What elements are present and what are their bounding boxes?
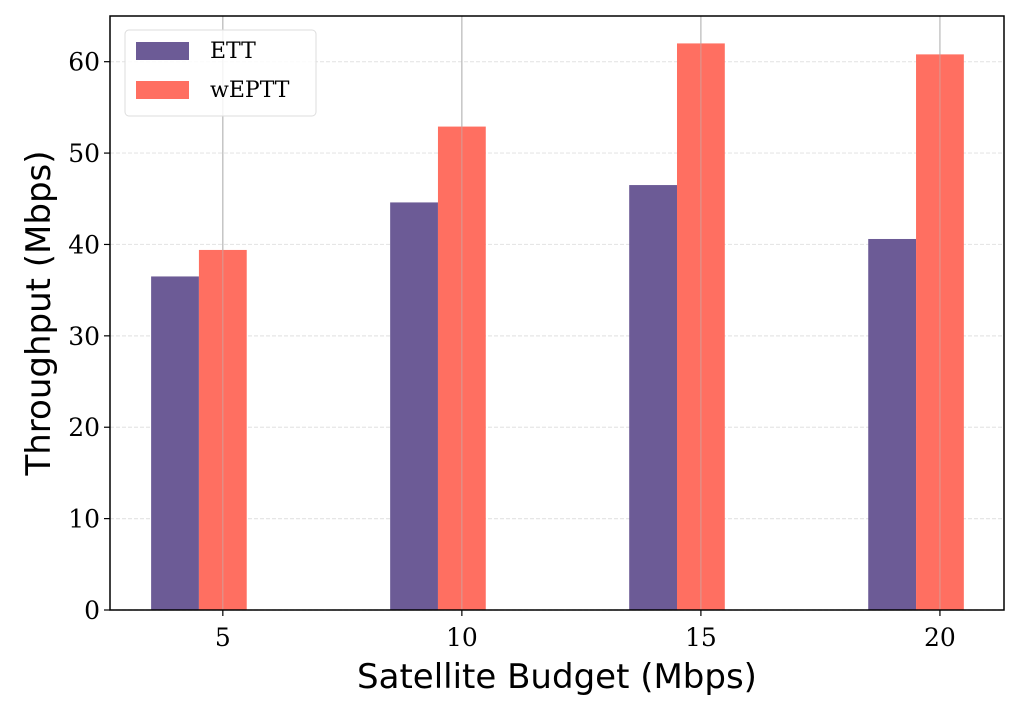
bar-ett-15 <box>629 185 677 611</box>
y-tick-label: 60 <box>68 48 100 77</box>
bar-ett-10 <box>390 202 438 610</box>
plot-frame <box>109 15 1005 611</box>
legend: ETT wEPTT <box>124 29 317 117</box>
y-tick-label: 30 <box>68 322 100 351</box>
x-tick-label: 5 <box>215 623 231 652</box>
x-tick-label: 20 <box>924 623 956 652</box>
y-tick-label: 50 <box>68 139 100 168</box>
legend-swatch-weptt <box>136 81 189 99</box>
legend-swatch-ett <box>136 42 189 60</box>
y-tick-label: 10 <box>68 505 100 534</box>
y-tick-label: 0 <box>84 596 100 625</box>
bars <box>151 16 964 611</box>
x-tick-label: 15 <box>685 623 717 652</box>
y-tick-label: 40 <box>68 230 100 259</box>
x-axis-label: Satellite Budget (Mbps) <box>357 657 757 697</box>
legend-label-ett: ETT <box>210 39 256 64</box>
bar-ett-5 <box>151 276 199 610</box>
y-tick-label: 20 <box>68 413 100 442</box>
y-axis-label: Throughput (Mbps) <box>19 150 59 476</box>
bar-ett-20 <box>868 238 917 610</box>
legend-label-weptt: wEPTT <box>210 78 290 103</box>
ticks: 0 10 20 30 40 50 60 5 10 15 20 <box>68 48 956 652</box>
x-tick-label: 10 <box>446 623 478 652</box>
